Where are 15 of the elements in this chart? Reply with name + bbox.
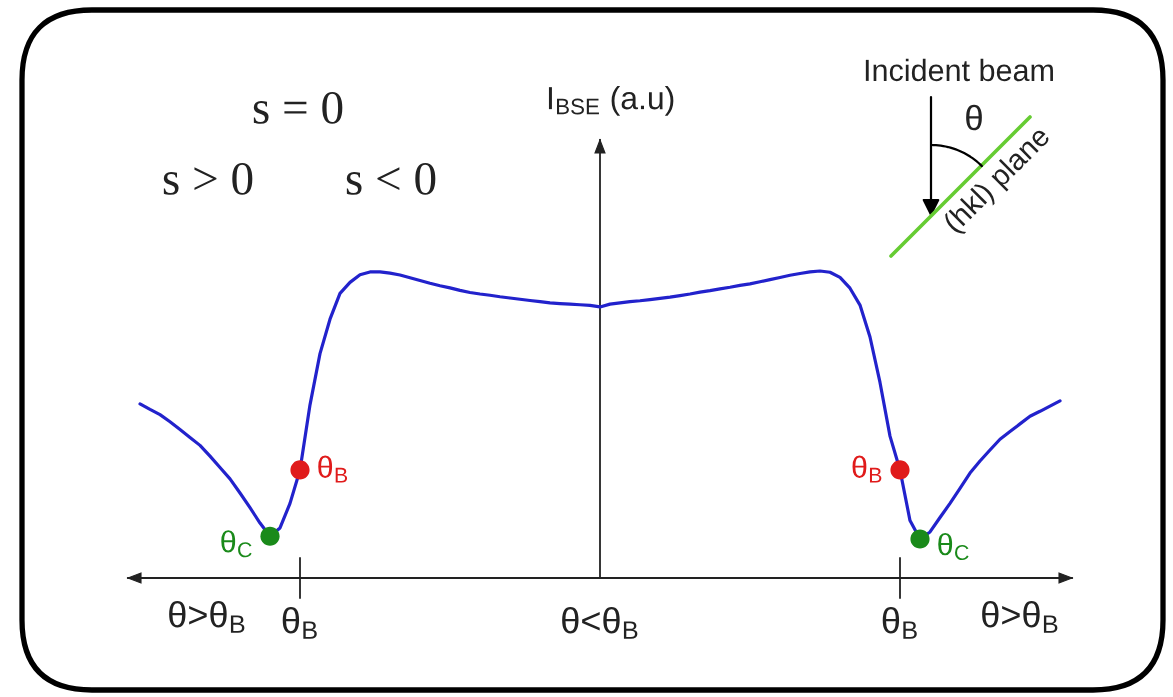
text: θ>θ$_{B}$: [169, 600, 245, 633]
text: θ>θ$_{B}$: [982, 600, 1058, 633]
text: Incident beam: [865, 58, 1053, 82]
x-tick-label: θ$_{B}$: [282, 606, 317, 639]
x-tick-label: θ<θ$_{B}$: [562, 606, 638, 639]
series-label: θ$_{C}$: [938, 532, 969, 561]
text: s < 0: [346, 162, 436, 195]
text: θ$_{C}$: [221, 530, 252, 558]
x-tick-label: θ$_{B}$: [882, 606, 917, 639]
text: I$_{BSE}$ (a.u): [548, 85, 674, 116]
text: θ$_{B}$: [852, 455, 882, 483]
text: s = 0: [253, 91, 343, 124]
text: θ: [966, 104, 982, 131]
series-label: θ$_{B}$: [318, 455, 348, 483]
text: s > 0: [163, 162, 253, 195]
